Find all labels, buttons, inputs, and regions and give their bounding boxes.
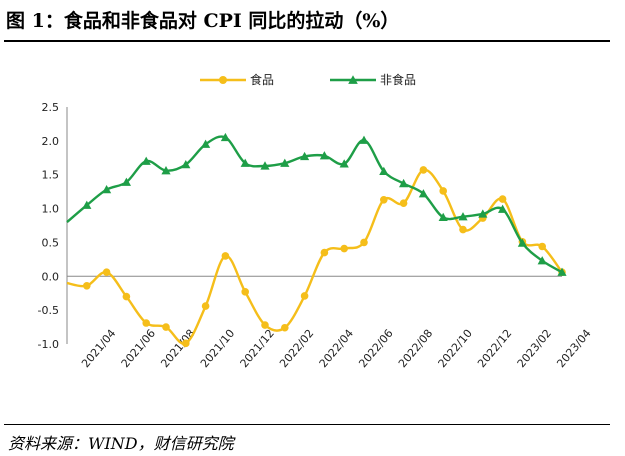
chart-title: 图 1：食品和非食品对 CPI 同比的拉动（%）	[6, 10, 400, 32]
data-point	[281, 323, 289, 332]
title-divider	[4, 40, 610, 42]
series-nonfood	[66, 132, 567, 276]
data-point	[300, 292, 309, 300]
data-point	[161, 166, 171, 175]
series-food	[66, 166, 566, 348]
data-point	[241, 288, 249, 296]
legend-marker	[219, 76, 227, 84]
series-line	[66, 168, 563, 345]
data-point	[201, 302, 210, 310]
x-tick-label: 2022/04	[317, 327, 356, 370]
data-point	[360, 238, 368, 247]
y-tick-label: 1.5	[42, 169, 60, 182]
data-point	[439, 187, 448, 195]
data-point	[319, 151, 329, 160]
data-point	[280, 158, 290, 167]
data-point	[517, 238, 527, 247]
data-point	[340, 244, 349, 253]
data-point	[121, 177, 131, 186]
data-point	[201, 139, 211, 148]
data-point	[458, 212, 468, 221]
data-point	[380, 195, 388, 204]
series-line	[66, 135, 563, 274]
data-point	[399, 178, 409, 188]
chart-axes: 2.5 2.0 1.5 1.0 0.5 0.0 -0.5 -1.0 2021/04 2021/06…	[38, 101, 594, 370]
x-tick-label: 2023/04	[554, 327, 593, 370]
data-point	[181, 159, 191, 169]
data-point	[122, 292, 131, 301]
data-point	[221, 252, 230, 260]
y-tick-label: 0.0	[42, 270, 60, 283]
data-point	[438, 212, 448, 222]
x-tick-label: 2022/08	[396, 327, 435, 370]
x-tick-label: 2021/06	[119, 327, 158, 370]
data-point	[498, 195, 507, 203]
legend-marker	[348, 75, 358, 84]
x-tick-label: 2023/02	[515, 327, 554, 370]
y-tick-label: 1.0	[42, 203, 60, 216]
x-tick-label: 2022/10	[436, 327, 475, 370]
data-point	[339, 159, 349, 168]
data-point	[478, 209, 488, 218]
x-tick-label: 2021/04	[79, 327, 118, 370]
legend-label: 食品	[250, 72, 274, 87]
data-point	[557, 267, 567, 276]
y-tick-label: -1.0	[38, 338, 59, 351]
data-point	[83, 281, 91, 290]
x-tick-label: 2021/10	[198, 327, 237, 370]
x-tick-label: 2022/06	[356, 327, 395, 370]
legend-label: 非食品	[380, 72, 416, 87]
data-point	[220, 132, 230, 142]
line-chart: 2.5 2.0 1.5 1.0 0.5 0.0 -0.5 -1.0 2021/04 2021/06…	[38, 72, 594, 370]
data-point	[537, 256, 547, 265]
y-tick-label: 2.0	[42, 135, 60, 148]
data-point	[102, 268, 111, 277]
source-note: 资料来源：WIND，财信研究院	[8, 434, 234, 453]
data-point	[498, 204, 508, 213]
data-point	[82, 200, 92, 209]
chart-series	[66, 132, 567, 348]
y-tick-label: 2.5	[42, 101, 60, 114]
data-point	[142, 319, 150, 327]
y-tick-label: -0.5	[38, 304, 59, 317]
data-point	[320, 248, 329, 257]
data-point	[418, 189, 428, 198]
data-point	[538, 242, 546, 251]
data-point	[141, 156, 151, 165]
data-point	[240, 158, 250, 167]
source-divider	[4, 424, 610, 425]
data-point	[359, 135, 369, 144]
data-point	[459, 225, 467, 234]
data-point	[379, 166, 389, 176]
data-point	[300, 151, 310, 161]
x-tick-label: 2022/12	[475, 327, 514, 370]
x-tick-label: 2022/02	[277, 327, 316, 370]
chart-legend: 食品 非食品	[200, 72, 416, 87]
data-point	[399, 199, 408, 207]
y-tick-label: 0.5	[42, 236, 60, 249]
data-point	[162, 323, 170, 331]
data-point	[182, 339, 190, 348]
x-tick-label: 2021/12	[238, 327, 277, 370]
x-tick-label: 2021/08	[158, 327, 197, 370]
data-point	[102, 185, 112, 194]
data-point	[260, 161, 270, 170]
data-point	[419, 166, 428, 174]
data-point	[261, 321, 269, 329]
